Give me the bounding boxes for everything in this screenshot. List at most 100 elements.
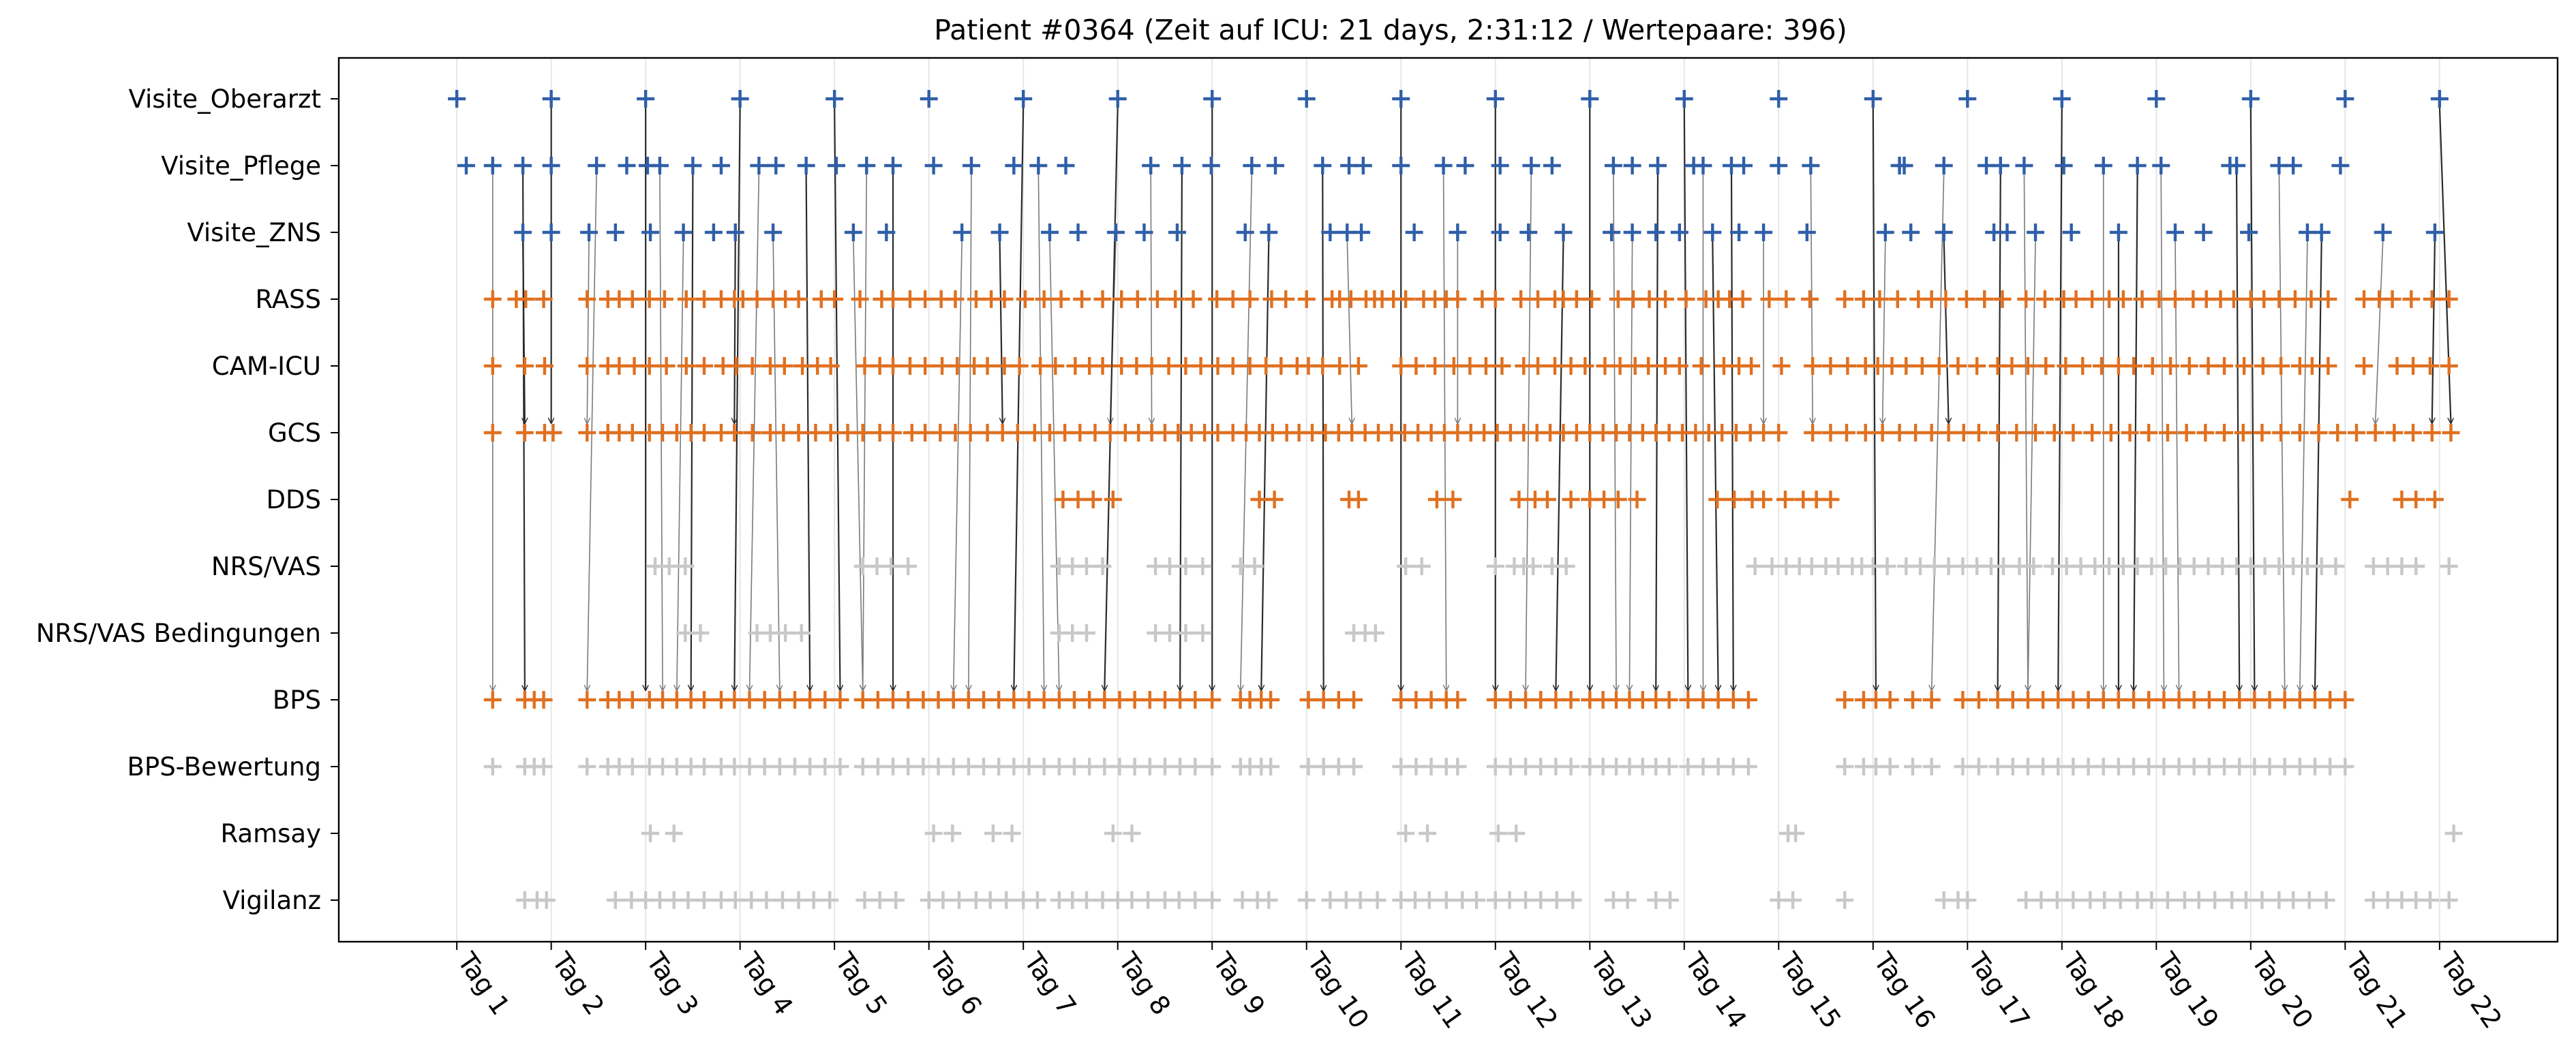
data-point <box>1265 491 1284 508</box>
data-point <box>1623 157 1641 174</box>
data-point <box>933 357 952 375</box>
data-point <box>1755 491 1773 508</box>
data-point <box>1078 557 1095 575</box>
y-tick-label: BPS-Bewertung <box>127 752 322 782</box>
data-point <box>1040 424 1059 442</box>
data-point <box>1784 891 1802 909</box>
data-point <box>534 758 553 775</box>
data-point <box>931 424 950 442</box>
arrow-link <box>2315 238 2322 690</box>
data-point <box>1623 224 1641 241</box>
data-point <box>2102 424 2120 442</box>
data-point <box>2215 357 2234 375</box>
data-point <box>578 424 596 442</box>
data-point <box>2275 758 2294 775</box>
data-point <box>578 691 596 709</box>
data-point <box>944 691 963 709</box>
data-point <box>1101 424 1119 442</box>
data-point <box>853 758 872 775</box>
data-point <box>1522 157 1541 174</box>
data-point <box>1412 557 1431 575</box>
data-point <box>868 691 887 709</box>
data-point <box>1352 224 1371 241</box>
data-point <box>1407 758 1425 775</box>
data-point <box>757 891 776 909</box>
data-point <box>2094 691 2112 709</box>
data-point <box>580 224 598 241</box>
data-point <box>2388 357 2406 375</box>
data-point <box>1209 424 1227 442</box>
data-point <box>1177 357 1195 375</box>
data-point <box>1907 424 1925 442</box>
data-point <box>1913 357 1931 375</box>
data-point <box>2017 891 2035 909</box>
data-point <box>1519 224 1538 241</box>
data-point <box>2306 758 2324 775</box>
data-point <box>1028 891 1046 909</box>
data-point <box>1046 357 1065 375</box>
data-point <box>1787 825 1805 842</box>
data-point <box>1969 758 1988 775</box>
data-point <box>2147 90 2166 108</box>
data-point <box>1486 557 1504 575</box>
data-point <box>2230 758 2249 775</box>
data-point <box>1029 157 1048 174</box>
data-point <box>725 691 744 709</box>
data-point <box>1581 90 1599 108</box>
data-point <box>1930 357 1948 375</box>
data-point <box>1035 290 1053 308</box>
data-point <box>1069 224 1087 241</box>
data-point <box>2162 357 2180 375</box>
data-point <box>1988 691 2007 709</box>
arrow-link <box>734 238 735 423</box>
data-point <box>2355 290 2374 308</box>
data-point <box>1035 691 1053 709</box>
data-point <box>535 357 554 375</box>
data-point <box>2064 758 2082 775</box>
data-point <box>2253 891 2271 909</box>
series-bps <box>483 691 2354 709</box>
series-rass <box>483 290 2458 308</box>
data-point <box>1135 224 1153 241</box>
data-point <box>1243 157 1261 174</box>
data-point <box>755 691 774 709</box>
data-point <box>774 424 793 442</box>
arrow-link <box>2300 238 2308 690</box>
data-point <box>2425 491 2444 508</box>
data-point <box>1203 90 1222 108</box>
data-point <box>623 290 641 308</box>
data-point <box>2421 357 2440 375</box>
data-point <box>1194 624 1212 642</box>
data-point <box>534 290 553 308</box>
data-point <box>657 357 676 375</box>
data-point <box>1104 491 1122 508</box>
data-point <box>1148 290 1166 308</box>
data-point <box>1500 891 1519 909</box>
data-point <box>963 157 981 174</box>
data-point <box>978 357 997 375</box>
data-point <box>868 758 887 775</box>
data-point <box>2045 424 2063 442</box>
data-point <box>640 290 658 308</box>
data-point <box>887 891 905 909</box>
data-point <box>1969 691 1988 709</box>
data-point <box>2440 357 2458 375</box>
data-point <box>542 224 560 241</box>
data-point <box>2407 491 2425 508</box>
data-point <box>967 290 985 308</box>
data-point <box>1739 758 1757 775</box>
data-point <box>2155 691 2173 709</box>
data-point <box>1224 357 1242 375</box>
x-tick-label: Tag 22 <box>2434 946 2508 1034</box>
data-point <box>2140 424 2158 442</box>
data-point <box>1836 691 1854 709</box>
data-point <box>2260 758 2279 775</box>
data-point <box>853 691 872 709</box>
data-point <box>1203 691 1222 709</box>
data-point <box>1241 357 1259 375</box>
data-point <box>679 891 697 909</box>
data-point <box>914 758 933 775</box>
data-point <box>2321 758 2339 775</box>
data-point <box>899 691 918 709</box>
data-point <box>1975 290 1994 308</box>
